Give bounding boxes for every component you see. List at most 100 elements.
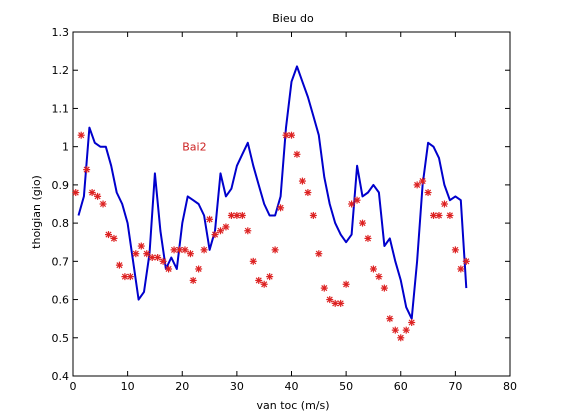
scatter-point [320, 284, 328, 292]
marker-stroke [386, 315, 393, 322]
marker-stroke [250, 258, 257, 265]
marker-stroke [435, 212, 443, 219]
marker-stroke [266, 273, 273, 280]
scatter-point [77, 131, 85, 139]
marker-stroke [160, 258, 167, 265]
scatter-point [137, 242, 145, 250]
scatter-point [326, 296, 334, 304]
scatter-point [249, 257, 257, 265]
marker-stroke [397, 334, 404, 341]
marker-stroke [201, 246, 208, 253]
scatter-point [170, 246, 178, 254]
scatter-point [440, 200, 448, 208]
scatter-point [181, 246, 189, 254]
y-tick-label: 0.7 [52, 255, 70, 268]
marker-stroke [211, 231, 219, 238]
scatter-point [216, 227, 224, 235]
marker-stroke [452, 246, 459, 253]
x-tick-label: 40 [285, 380, 299, 393]
y-tick-label: 0.6 [52, 294, 70, 307]
marker-stroke [121, 273, 128, 280]
scatter-point [288, 131, 295, 139]
marker-stroke [277, 204, 284, 211]
scatter-point [315, 250, 323, 258]
marker-stroke [403, 327, 410, 334]
x-tick-label: 60 [394, 380, 408, 393]
marker-stroke [441, 200, 448, 208]
marker-stroke [132, 250, 139, 257]
marker-stroke [138, 242, 145, 250]
marker-stroke [457, 265, 464, 273]
scatter-point [94, 192, 102, 200]
marker-stroke [255, 277, 262, 284]
marker-stroke [110, 235, 118, 242]
scatter-point [353, 196, 361, 204]
scatter-point [159, 257, 167, 265]
scatter-point [304, 189, 312, 197]
marker-stroke [354, 197, 361, 204]
scatter-point [277, 204, 285, 212]
marker-stroke [370, 265, 377, 273]
scatter-point [222, 223, 230, 231]
marker-stroke [282, 132, 290, 139]
marker-stroke [78, 132, 85, 139]
y-tick-label: 0.9 [52, 179, 70, 192]
marker-stroke [181, 246, 189, 253]
marker-stroke [348, 200, 355, 208]
marker-stroke [187, 250, 194, 257]
y-tick-label: 1.3 [52, 26, 70, 39]
scatter-point [342, 280, 350, 288]
marker-stroke [326, 296, 333, 303]
scatter-point [402, 326, 410, 334]
scatter-point [397, 334, 405, 342]
scatter-point [380, 284, 388, 292]
scatter-point [271, 246, 279, 254]
marker-stroke [419, 178, 426, 185]
axis-ticks: 0 10 20 30 40 50 60 70 80 0.4 0.5 0.6 0.7 0.8 0.9 1 1.1 1… [52, 26, 518, 393]
marker-stroke [293, 151, 301, 158]
x-tick-label: 20 [175, 380, 189, 393]
marker-stroke [315, 250, 322, 257]
marker-stroke [375, 273, 382, 280]
y-tick-label: 0.8 [52, 217, 70, 230]
scatter-point [451, 246, 459, 254]
x-tick-label: 10 [121, 380, 135, 393]
marker-stroke [425, 189, 432, 196]
marker-stroke [105, 231, 112, 238]
marker-stroke [332, 300, 339, 307]
scatter-point [244, 227, 252, 235]
scatter-point [260, 280, 268, 288]
y-tick-label: 1.2 [52, 64, 70, 77]
marker-stroke [190, 277, 197, 284]
scatter-point [293, 150, 301, 158]
marker-stroke [228, 212, 235, 219]
marker-stroke [233, 212, 240, 219]
marker-stroke [239, 212, 246, 219]
marker-stroke [321, 285, 328, 292]
marker-stroke [381, 285, 388, 292]
scatter-point [419, 177, 427, 185]
scatter-point [391, 326, 399, 334]
marker-stroke [288, 132, 295, 139]
marker-stroke [222, 223, 229, 230]
scatter-point [186, 250, 194, 258]
scatter-point [105, 231, 113, 239]
scatter-point [83, 166, 91, 174]
marker-stroke [299, 178, 306, 185]
scatter-point [408, 318, 416, 326]
scatter-point [298, 177, 306, 185]
scatter-point [255, 276, 263, 284]
marker-stroke [72, 189, 79, 196]
x-tick-label: 70 [448, 380, 462, 393]
y-tick-label: 1 [62, 141, 69, 154]
scatter-point [309, 211, 317, 219]
marker-stroke [261, 281, 268, 288]
scatter-point [386, 315, 394, 323]
series-layer [72, 65, 470, 342]
scatter-point [348, 200, 356, 208]
x-tick-label: 0 [70, 380, 77, 393]
marker-stroke [272, 246, 279, 253]
series-line [77, 65, 468, 320]
marker-stroke [127, 273, 134, 280]
